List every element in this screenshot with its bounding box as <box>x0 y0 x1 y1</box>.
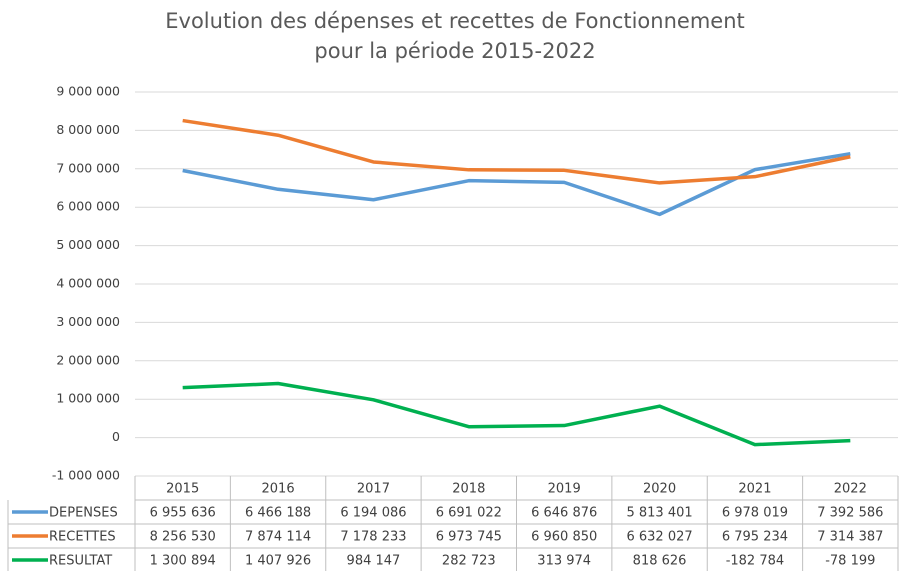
table-value: -78 199 <box>825 554 875 569</box>
x-tick-label: 2016 <box>262 482 295 497</box>
y-tick-label: 3 000 000 <box>56 314 120 329</box>
chart-title: Evolution des dépenses et recettes de Fo… <box>165 9 744 33</box>
table-value: 7 874 114 <box>245 530 311 545</box>
legend-label: RECETTES <box>49 530 116 545</box>
table-value: 8 256 530 <box>150 530 216 545</box>
table-value: 7 314 387 <box>817 530 883 545</box>
table-value: 6 466 188 <box>245 506 311 521</box>
x-tick-label: 2015 <box>166 482 199 497</box>
y-tick-label: 2 000 000 <box>56 352 120 367</box>
table-value: 1 407 926 <box>245 554 311 569</box>
table-value: 282 723 <box>442 554 496 569</box>
x-tick-label: 2019 <box>548 482 581 497</box>
x-tick-label: 2018 <box>452 482 485 497</box>
table-value: 6 955 636 <box>150 506 216 521</box>
series-line <box>182 118 851 185</box>
table-value: 6 632 027 <box>626 530 692 545</box>
table-value: 818 626 <box>633 554 687 569</box>
table-value: 984 147 <box>347 554 401 569</box>
y-tick-label: 9 000 000 <box>56 84 120 99</box>
table-value: -182 784 <box>726 554 784 569</box>
y-tick-label: 4 000 000 <box>56 276 120 291</box>
y-tick-label: 7 000 000 <box>56 160 120 175</box>
table-value: 6 691 022 <box>436 506 502 521</box>
series-line <box>182 381 851 447</box>
table-value: 7 178 233 <box>340 530 406 545</box>
y-tick-label: 1 000 000 <box>56 391 120 406</box>
y-tick-label: 8 000 000 <box>56 122 120 137</box>
table-value: 1 300 894 <box>150 554 216 569</box>
x-tick-label: 2020 <box>643 482 676 497</box>
table-value: 6 978 019 <box>722 506 788 521</box>
x-tick-label: 2017 <box>357 482 390 497</box>
y-tick-label: 6 000 000 <box>56 199 120 214</box>
x-tick-label: 2021 <box>738 482 771 497</box>
table-value: 313 974 <box>537 554 591 569</box>
table-value: 6 795 234 <box>722 530 788 545</box>
series-line <box>182 151 851 217</box>
table-value: 6 973 745 <box>436 530 502 545</box>
table-value: 6 960 850 <box>531 530 597 545</box>
chart-title: pour la période 2015-2022 <box>314 39 595 63</box>
table-value: 7 392 586 <box>817 506 883 521</box>
x-tick-label: 2022 <box>834 482 867 497</box>
table-value: 6 194 086 <box>340 506 406 521</box>
legend-label: DEPENSES <box>49 506 118 521</box>
y-tick-label: -1 000 000 <box>52 468 120 483</box>
table-value: 5 813 401 <box>626 506 692 521</box>
legend-label: RESULTAT <box>49 554 112 569</box>
y-tick-label: 0 <box>112 429 120 444</box>
y-tick-label: 5 000 000 <box>56 237 120 252</box>
table-value: 6 646 876 <box>531 506 597 521</box>
